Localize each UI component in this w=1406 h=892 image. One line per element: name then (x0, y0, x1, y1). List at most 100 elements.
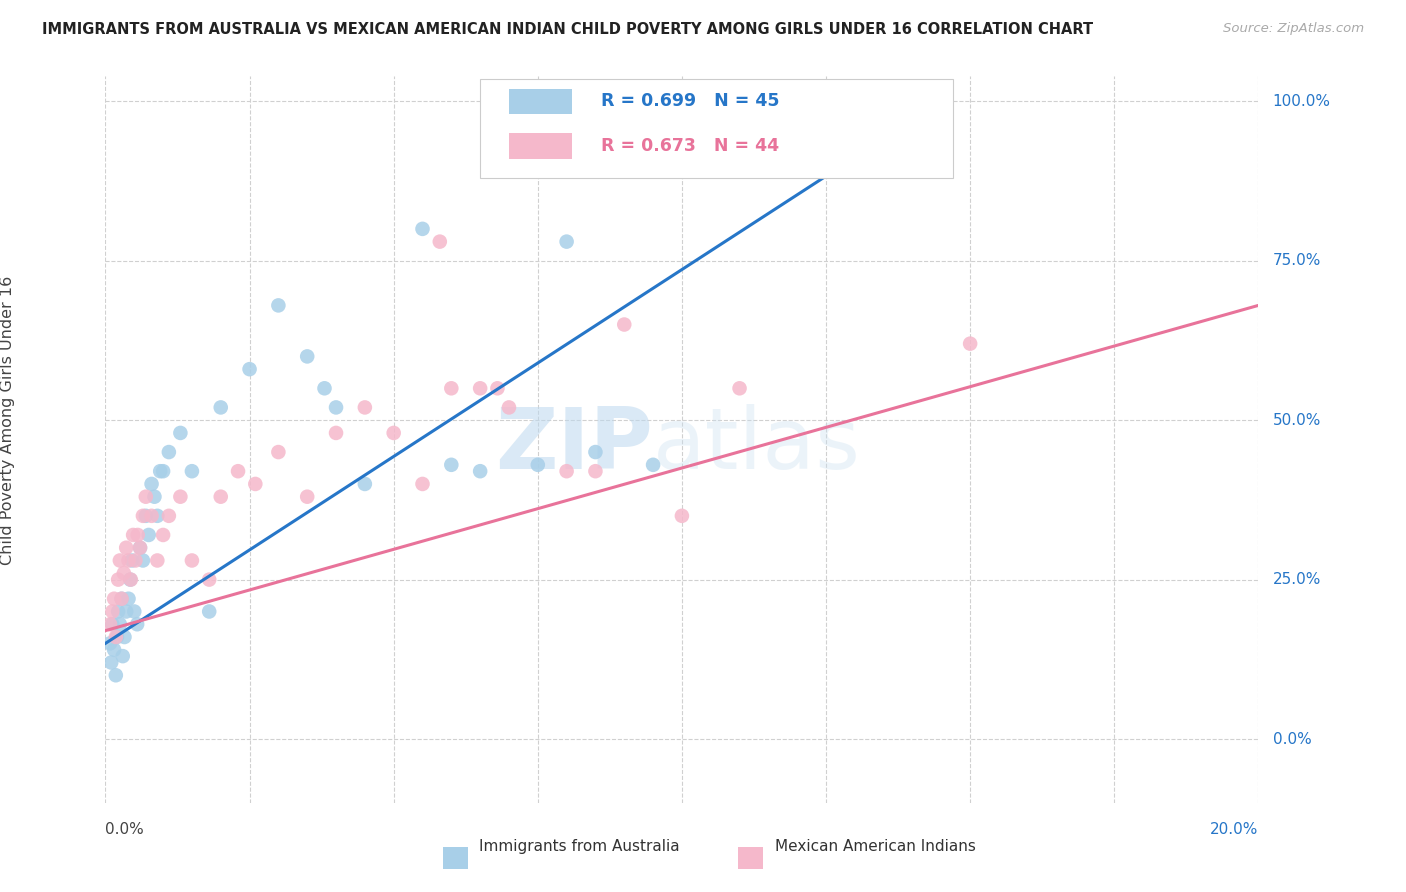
Text: Child Poverty Among Girls Under 16: Child Poverty Among Girls Under 16 (0, 276, 15, 565)
Point (127, 617, 149, 632)
Point (121, 553, 143, 567)
Point (120, 573, 142, 587)
Point (122, 528, 145, 542)
Point (470, 381, 492, 395)
Point (135, 490, 157, 504)
Point (555, 235, 578, 249)
Text: 25.0%: 25.0% (1272, 572, 1322, 587)
Point (354, 401, 377, 415)
Bar (443, 847, 468, 869)
Point (135, 508, 157, 523)
Text: R = 0.699   N = 45: R = 0.699 N = 45 (602, 93, 780, 111)
Point (120, 573, 142, 587)
Text: 100.0%: 100.0% (1272, 94, 1331, 109)
Point (117, 553, 139, 567)
Point (103, 591, 125, 606)
Point (129, 541, 152, 555)
Point (325, 425, 347, 440)
Point (297, 490, 319, 504)
Point (382, 425, 405, 440)
Point (180, 464, 204, 478)
Text: 0.0%: 0.0% (105, 822, 145, 837)
Bar (738, 847, 763, 869)
Point (555, 464, 578, 478)
Point (108, 617, 131, 632)
Point (100, 656, 122, 670)
Point (141, 477, 163, 491)
Text: Source: ZipAtlas.com: Source: ZipAtlas.com (1223, 22, 1364, 36)
Point (98, 636, 121, 650)
Point (585, 464, 607, 478)
Point (470, 464, 492, 478)
Point (111, 649, 134, 664)
Point (209, 401, 232, 415)
Point (486, 381, 509, 395)
Point (245, 477, 267, 491)
Point (152, 528, 174, 542)
Point (114, 630, 136, 644)
Point (613, 318, 636, 332)
Point (198, 573, 221, 587)
Point (157, 445, 180, 459)
Point (107, 573, 129, 587)
Point (671, 508, 693, 523)
Point (180, 553, 204, 567)
Point (157, 508, 180, 523)
Text: 75.0%: 75.0% (1272, 253, 1322, 268)
Point (112, 566, 135, 581)
Point (267, 298, 290, 312)
Point (440, 458, 463, 472)
FancyBboxPatch shape (481, 79, 953, 178)
Point (127, 528, 149, 542)
Text: 0.0%: 0.0% (1272, 731, 1312, 747)
Point (132, 508, 155, 523)
Point (440, 381, 463, 395)
Point (101, 605, 124, 619)
Point (115, 541, 138, 555)
Point (527, 458, 550, 472)
Point (429, 235, 451, 249)
Point (959, 336, 981, 351)
Text: IMMIGRANTS FROM AUSTRALIA VS MEXICAN AMERICAN INDIAN CHILD POVERTY AMONG GIRLS U: IMMIGRANTS FROM AUSTRALIA VS MEXICAN AME… (42, 22, 1094, 37)
Bar (509, 133, 572, 159)
Point (239, 362, 262, 376)
Point (209, 490, 232, 504)
Text: 20.0%: 20.0% (1211, 822, 1258, 837)
Point (98, 617, 121, 632)
Point (169, 425, 191, 440)
Point (585, 445, 607, 459)
Text: atlas: atlas (654, 404, 860, 487)
Point (110, 591, 132, 606)
Point (146, 553, 169, 567)
Point (728, 381, 751, 395)
Point (297, 350, 319, 364)
Point (226, 464, 249, 478)
Point (198, 605, 221, 619)
Point (354, 477, 377, 491)
Text: Immigrants from Australia: Immigrants from Australia (479, 839, 681, 855)
Point (104, 630, 127, 644)
Point (107, 605, 129, 619)
Point (152, 464, 174, 478)
Point (149, 464, 172, 478)
Point (115, 605, 138, 619)
Point (138, 528, 160, 542)
Point (412, 222, 434, 236)
Point (643, 458, 665, 472)
Point (912, 95, 935, 109)
Point (498, 401, 520, 415)
Point (141, 508, 163, 523)
Point (314, 381, 336, 395)
Point (132, 553, 155, 567)
Point (267, 445, 290, 459)
Point (169, 490, 191, 504)
Point (124, 553, 146, 567)
Point (103, 642, 125, 657)
Point (104, 668, 127, 682)
Point (143, 490, 166, 504)
Bar (509, 88, 572, 114)
Point (105, 630, 128, 644)
Point (325, 401, 347, 415)
Point (117, 591, 139, 606)
Point (146, 508, 169, 523)
